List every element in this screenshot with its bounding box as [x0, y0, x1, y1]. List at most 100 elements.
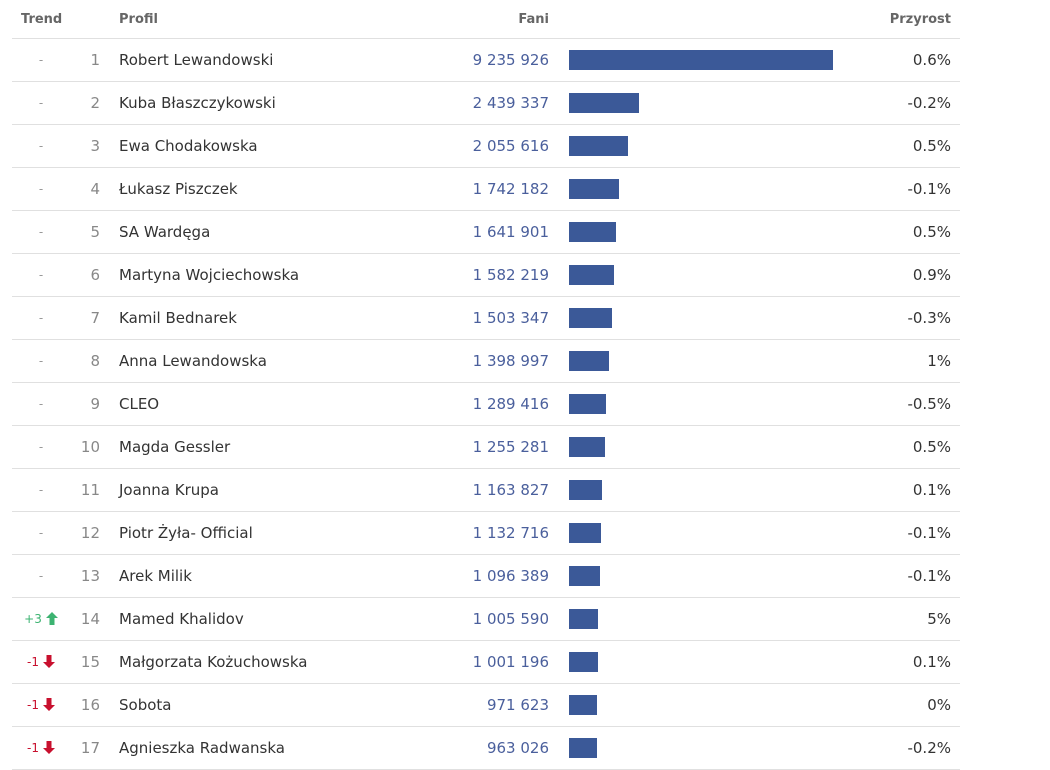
fans-bar: [569, 136, 628, 156]
profile-name: Kamil Bednarek: [119, 309, 237, 327]
trend-text: -1: [27, 655, 39, 669]
profile-name: Mamed Khalidov: [119, 610, 244, 628]
trend: -: [12, 311, 70, 325]
growth: 0.5%: [912, 438, 951, 456]
profile-name: Ewa Chodakowska: [119, 137, 258, 155]
trend: -: [12, 440, 70, 454]
trend: -1: [12, 698, 70, 712]
fans-bar: [569, 50, 833, 70]
profile-name: Anna Lewandowska: [119, 352, 267, 370]
profile-name: Agnieszka Radwanska: [119, 739, 285, 757]
growth: 0.5%: [912, 137, 951, 155]
trend-text: -: [38, 225, 44, 239]
trend-text: -: [38, 139, 44, 153]
trend-text: -: [38, 397, 44, 411]
profile-name: Martyna Wojciechowska: [119, 266, 300, 284]
growth: -0.5%: [907, 395, 951, 413]
fans-count: 1 289 416: [472, 395, 549, 413]
growth: 5%: [927, 610, 951, 628]
fans-bar: [569, 566, 601, 586]
trend: -1: [12, 655, 70, 669]
fans-bar: [569, 93, 639, 113]
trend-text: -: [38, 311, 44, 325]
fans-count: 1 582 219: [472, 266, 549, 284]
profile-name: SA Wardęga: [119, 223, 211, 241]
fans-count: 1 398 997: [472, 352, 549, 370]
fans-count: 2 055 616: [472, 137, 549, 155]
table-row: - 2 Kuba Błaszczykowski 2 439 337 -0.2%: [12, 81, 960, 124]
table-row: - 1 Robert Lewandowski 9 235 926 0.6%: [12, 38, 960, 81]
fans-bar: [569, 308, 612, 328]
header-trend: Trend: [21, 12, 63, 27]
trend-arrow: [42, 741, 55, 754]
trend-text: -: [38, 526, 44, 540]
trend-text: -: [38, 483, 44, 497]
fans-count: 1 132 716: [472, 524, 549, 542]
fans-count: 1 503 347: [472, 309, 549, 327]
growth: -0.3%: [907, 309, 951, 327]
trend-text: +3: [24, 612, 42, 626]
fans-bar: [569, 437, 605, 457]
trend: -: [12, 268, 70, 282]
growth: -0.2%: [907, 94, 951, 112]
fans-count: 1 005 590: [472, 610, 549, 628]
trend-text: -: [38, 268, 44, 282]
growth: -0.1%: [907, 180, 951, 198]
fans-count: 963 026: [486, 739, 549, 757]
fans-count: 2 439 337: [472, 94, 549, 112]
fans-bar: [569, 351, 609, 371]
table-row: -1 16 Sobota 971 623 0%: [12, 683, 960, 726]
profile-name: Robert Lewandowski: [119, 51, 274, 69]
fans-bar: [569, 222, 616, 242]
growth: 0.9%: [912, 266, 951, 284]
table-row: - 13 Arek Milik 1 096 389 -0.1%: [12, 554, 960, 597]
growth: 0.6%: [912, 51, 951, 69]
rank: 8: [90, 352, 100, 370]
table-row: - 9 CLEO 1 289 416 -0.5%: [12, 382, 960, 425]
fans-bar: [569, 394, 606, 414]
trend: +3: [12, 612, 70, 626]
fans-bar: [569, 179, 619, 199]
rank: 10: [80, 438, 100, 456]
fans-bar: [569, 523, 602, 543]
rank: 12: [80, 524, 100, 542]
trend-arrow: [42, 655, 55, 668]
fans-count: 1 742 182: [472, 180, 549, 198]
fans-count: 9 235 926: [472, 51, 549, 69]
rank: 4: [90, 180, 100, 198]
growth: 0.1%: [912, 481, 951, 499]
profile-name: Magda Gessler: [119, 438, 231, 456]
trend: -: [12, 483, 70, 497]
trend-text: -: [38, 354, 44, 368]
rank: 15: [80, 653, 100, 671]
header-profile: Profil: [119, 12, 158, 27]
table-row: - 10 Magda Gessler 1 255 281 0.5%: [12, 425, 960, 468]
trend: -1: [12, 741, 70, 755]
trend: -: [12, 225, 70, 239]
trend-text: -: [38, 440, 44, 454]
table-row: - 6 Martyna Wojciechowska 1 582 219 0.9%: [12, 253, 960, 296]
rank: 3: [90, 137, 100, 155]
trend: -: [12, 139, 70, 153]
trend-text: -1: [27, 741, 39, 755]
profile-name: Łukasz Piszczek: [119, 180, 238, 198]
rank: 6: [90, 266, 100, 284]
growth: -0.2%: [907, 739, 951, 757]
header-growth: Przyrost: [889, 12, 951, 27]
fans-count: 1 096 389: [472, 567, 549, 585]
rank: 17: [80, 739, 100, 757]
table-row: - 4 Łukasz Piszczek 1 742 182 -0.1%: [12, 167, 960, 210]
table-row: - 12 Piotr Żyła- Official 1 132 716 -0.1%: [12, 511, 960, 554]
fans-bar: [569, 738, 597, 758]
profile-name: Arek Milik: [119, 567, 192, 585]
trend-text: -: [38, 53, 44, 67]
rank: 11: [80, 481, 100, 499]
fans-count: 1 163 827: [472, 481, 549, 499]
growth: -0.1%: [907, 567, 951, 585]
rank: 13: [80, 567, 100, 585]
profile-name: Kuba Błaszczykowski: [119, 94, 276, 112]
trend-text: -: [38, 569, 44, 583]
fans-count: 971 623: [486, 696, 549, 714]
rank: 2: [90, 94, 100, 112]
trend: -: [12, 397, 70, 411]
